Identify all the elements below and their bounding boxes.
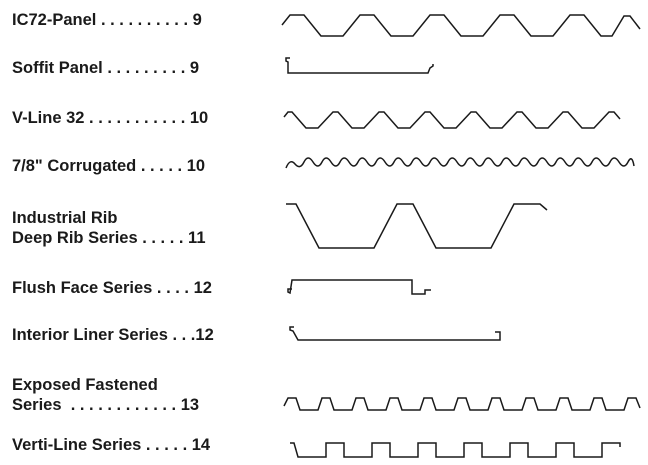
small-rib-wave-icon <box>283 397 641 411</box>
square-wave-icon <box>290 442 621 458</box>
flush-face-entry: Flush Face Series . . . . 12 <box>12 279 212 297</box>
sine-wave-icon <box>285 157 635 169</box>
v-line-32-entry: V-Line 32 . . . . . . . . . . . 10 <box>12 109 209 127</box>
flat-pan-icon <box>285 57 434 74</box>
trapezoid-wave-icon <box>281 14 641 37</box>
flush-pan-icon <box>287 279 431 295</box>
interior-liner-entry: Interior Liner Series . . .12 <box>12 326 214 344</box>
soffit-panel-entry: Soffit Panel . . . . . . . . . 9 <box>12 59 200 77</box>
industrial-rib-entry: Industrial Rib Deep Rib Series . . . . .… <box>12 209 206 247</box>
deep-rib-icon <box>286 203 548 249</box>
exposed-fastened-entry: Exposed Fastened Series . . . . . . . . … <box>12 376 200 414</box>
v-wave-icon <box>283 111 621 129</box>
ic72-panel-entry: IC72-Panel . . . . . . . . . . 9 <box>12 11 202 29</box>
liner-pan-icon <box>289 326 501 341</box>
verti-line-entry: Verti-Line Series . . . . . 14 <box>12 436 211 454</box>
corrugated-entry: 7/8" Corrugated . . . . . 10 <box>12 157 206 175</box>
